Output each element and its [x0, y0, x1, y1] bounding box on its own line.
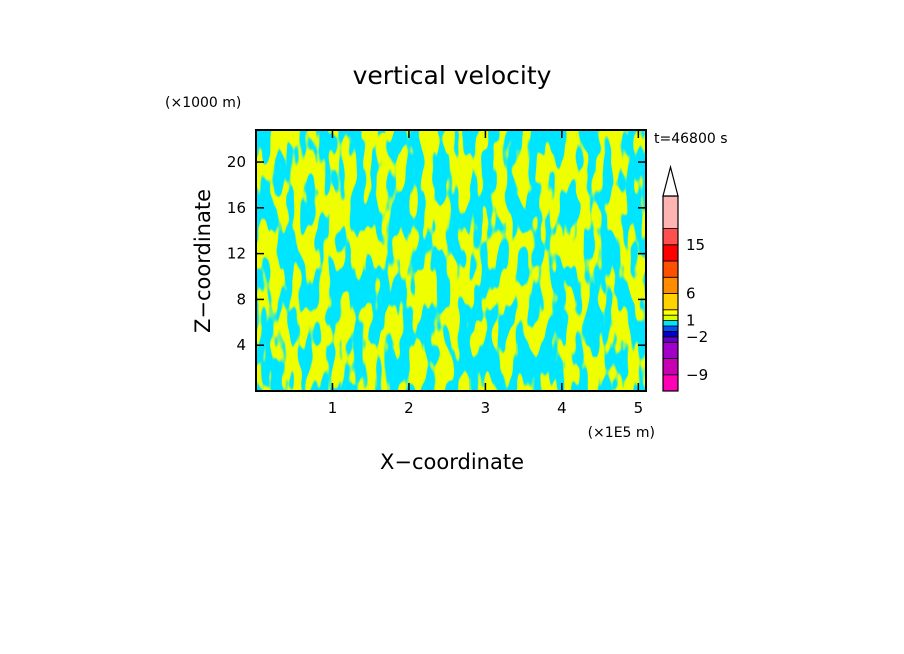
colorbar-tick-label: −9	[686, 366, 708, 384]
colorbar-segment	[662, 374, 679, 392]
colorbar-segment	[662, 331, 679, 338]
colorbar-segment	[662, 341, 679, 359]
colorbar-segment	[662, 244, 679, 262]
colorbar-segment	[662, 314, 679, 321]
field-positive-streaks	[256, 130, 646, 391]
colorbar-segment	[662, 276, 679, 294]
colorbar-tick-label: 1	[686, 312, 696, 330]
x-tick-label: 1	[328, 399, 338, 417]
y-tick-label: 8	[236, 290, 246, 308]
y-unit-label: (×1000 m)	[165, 95, 241, 111]
colorbar-segment	[662, 195, 679, 229]
x-tick-label: 3	[481, 399, 491, 417]
plot-frame	[255, 129, 647, 392]
contour-field	[256, 130, 646, 391]
y-tick-label: 4	[236, 336, 246, 354]
x-tick-label: 4	[557, 399, 567, 417]
colorbar-segment	[662, 320, 679, 327]
x-tick-label: 5	[634, 399, 644, 417]
x-unit-label: (×1E5 m)	[588, 425, 655, 441]
colorbar-extend-arrow	[662, 164, 679, 197]
colorbar-segment	[662, 358, 679, 376]
x-tick-label: 2	[404, 399, 414, 417]
y-axis-label: Z−coordinate	[191, 189, 215, 333]
colorbar: −9 −21 6 15	[662, 164, 708, 392]
chart-title: vertical velocity	[353, 61, 552, 90]
y-tick-label: 20	[227, 153, 246, 171]
colorbar-segment	[662, 325, 679, 332]
colorbar-segment	[662, 336, 679, 343]
colorbar-tick-label: −2	[686, 328, 708, 346]
colorbar-segment	[662, 293, 679, 311]
colorbar-tick-label: 15	[686, 236, 705, 254]
colorbar-tick-label: 6	[686, 285, 696, 303]
colorbar-segment	[662, 228, 679, 246]
time-label: t=46800 s	[654, 131, 728, 147]
colorbar-segment	[662, 260, 679, 278]
y-tick-label: 12	[227, 245, 246, 263]
x-axis-label: X−coordinate	[380, 450, 524, 474]
colorbar-segment	[662, 309, 679, 316]
y-tick-label: 16	[227, 199, 246, 217]
